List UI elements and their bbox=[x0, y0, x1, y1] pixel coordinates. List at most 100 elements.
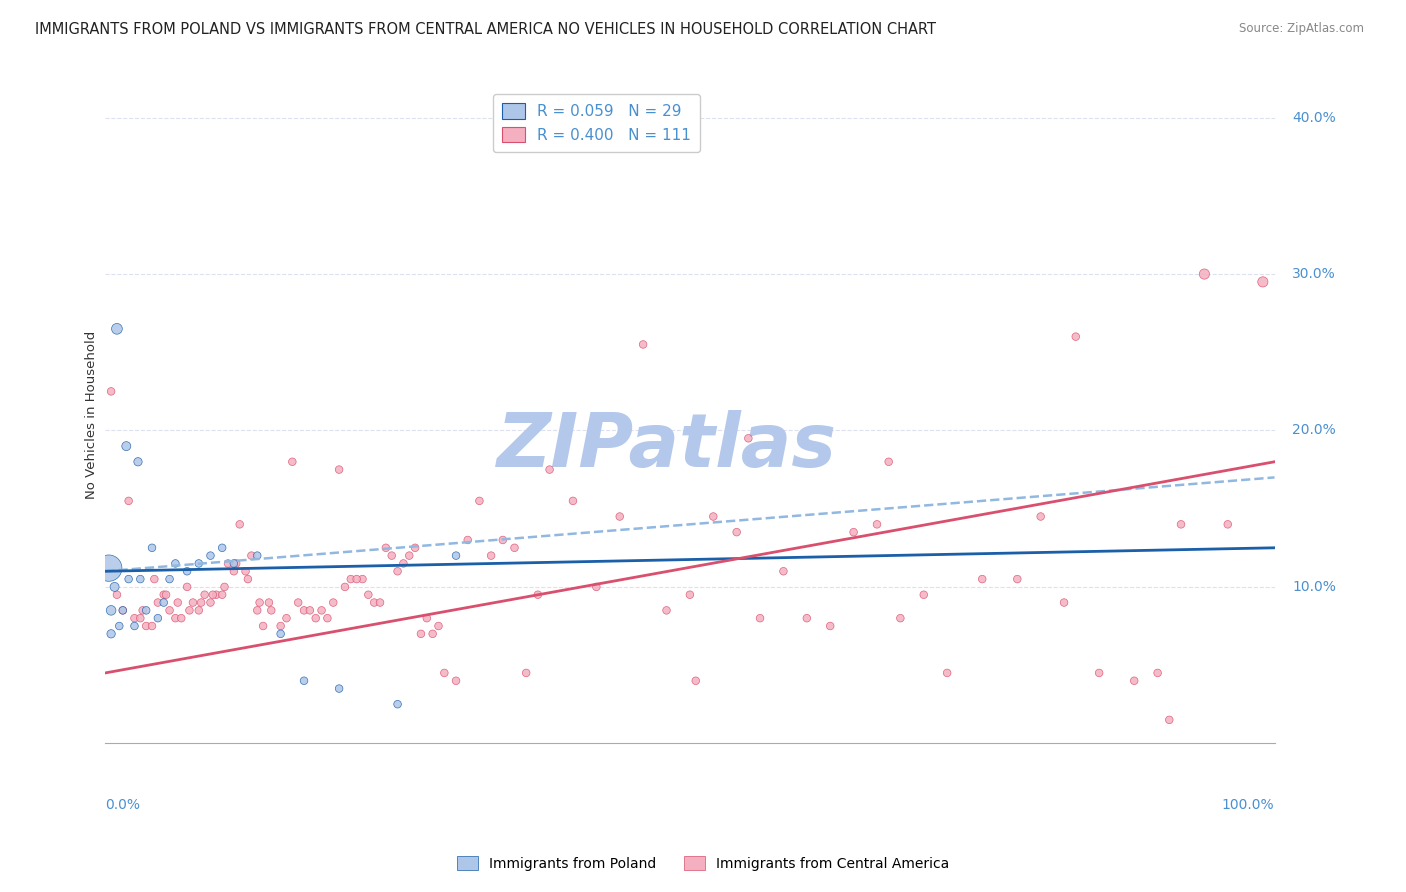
Point bbox=[1123, 673, 1146, 688]
Point bbox=[159, 572, 181, 586]
Point bbox=[392, 557, 415, 571]
Point bbox=[328, 462, 350, 476]
Point bbox=[225, 557, 247, 571]
Point bbox=[702, 509, 724, 524]
Text: 20.0%: 20.0% bbox=[1292, 424, 1336, 437]
Point bbox=[796, 611, 818, 625]
Point bbox=[211, 541, 233, 555]
Point bbox=[287, 595, 309, 609]
Point bbox=[217, 557, 239, 571]
Point bbox=[1146, 665, 1168, 680]
Point bbox=[105, 322, 128, 336]
Text: 0.0%: 0.0% bbox=[105, 798, 141, 812]
Point bbox=[416, 611, 439, 625]
Point bbox=[352, 572, 374, 586]
Point bbox=[609, 509, 631, 524]
Point bbox=[170, 611, 193, 625]
Point bbox=[749, 611, 772, 625]
Point bbox=[357, 588, 380, 602]
Point bbox=[1194, 267, 1216, 281]
Point bbox=[1170, 517, 1192, 532]
Point bbox=[866, 517, 889, 532]
Point bbox=[427, 619, 450, 633]
Point bbox=[842, 525, 865, 540]
Point bbox=[1053, 595, 1076, 609]
Point bbox=[381, 549, 404, 563]
Point bbox=[737, 431, 759, 445]
Point bbox=[346, 572, 368, 586]
Point bbox=[252, 619, 274, 633]
Point bbox=[135, 619, 157, 633]
Point bbox=[205, 588, 228, 602]
Point bbox=[936, 665, 959, 680]
Point bbox=[398, 549, 420, 563]
Point bbox=[187, 603, 209, 617]
Point bbox=[211, 588, 233, 602]
Point bbox=[685, 673, 707, 688]
Point bbox=[97, 561, 120, 575]
Point bbox=[159, 603, 181, 617]
Point bbox=[818, 619, 841, 633]
Point bbox=[444, 673, 467, 688]
Point bbox=[236, 572, 259, 586]
Point bbox=[333, 580, 356, 594]
Point bbox=[152, 595, 174, 609]
Point bbox=[276, 611, 298, 625]
Point bbox=[538, 462, 561, 476]
Text: 100.0%: 100.0% bbox=[1222, 798, 1275, 812]
Point bbox=[1159, 713, 1181, 727]
Point bbox=[631, 337, 654, 351]
Point bbox=[200, 549, 222, 563]
Point bbox=[222, 557, 245, 571]
Point bbox=[404, 541, 426, 555]
Point bbox=[111, 603, 134, 617]
Point bbox=[444, 549, 467, 563]
Point bbox=[679, 588, 702, 602]
Point bbox=[585, 580, 607, 594]
Point bbox=[368, 595, 391, 609]
Point bbox=[363, 595, 385, 609]
Point bbox=[228, 517, 250, 532]
Point bbox=[246, 603, 269, 617]
Point bbox=[155, 588, 177, 602]
Point bbox=[104, 580, 127, 594]
Point bbox=[1064, 329, 1087, 343]
Point bbox=[468, 494, 491, 508]
Point bbox=[492, 533, 515, 547]
Point bbox=[281, 455, 304, 469]
Point bbox=[111, 603, 134, 617]
Point bbox=[141, 619, 163, 633]
Point bbox=[235, 564, 257, 578]
Point bbox=[115, 439, 138, 453]
Point bbox=[457, 533, 479, 547]
Text: Source: ZipAtlas.com: Source: ZipAtlas.com bbox=[1239, 22, 1364, 36]
Point bbox=[108, 619, 131, 633]
Point bbox=[562, 494, 585, 508]
Point bbox=[374, 541, 396, 555]
Point bbox=[135, 603, 157, 617]
Point bbox=[100, 627, 122, 641]
Point bbox=[179, 603, 201, 617]
Point bbox=[322, 595, 344, 609]
Text: IMMIGRANTS FROM POLAND VS IMMIGRANTS FROM CENTRAL AMERICA NO VEHICLES IN HOUSEHO: IMMIGRANTS FROM POLAND VS IMMIGRANTS FRO… bbox=[35, 22, 936, 37]
Point bbox=[1007, 572, 1029, 586]
Point bbox=[772, 564, 794, 578]
Point bbox=[146, 611, 169, 625]
Point bbox=[877, 455, 900, 469]
Y-axis label: No Vehicles in Household: No Vehicles in Household bbox=[86, 331, 98, 499]
Point bbox=[1088, 665, 1111, 680]
Point bbox=[292, 603, 315, 617]
Text: 40.0%: 40.0% bbox=[1292, 111, 1336, 125]
Point bbox=[655, 603, 678, 617]
Point bbox=[409, 627, 432, 641]
Point bbox=[129, 572, 152, 586]
Legend: Immigrants from Poland, Immigrants from Central America: Immigrants from Poland, Immigrants from … bbox=[451, 850, 955, 876]
Point bbox=[339, 572, 361, 586]
Point bbox=[100, 384, 122, 399]
Point bbox=[1029, 509, 1052, 524]
Point bbox=[260, 603, 283, 617]
Point bbox=[117, 572, 139, 586]
Point bbox=[316, 611, 339, 625]
Point bbox=[292, 673, 315, 688]
Point bbox=[246, 549, 269, 563]
